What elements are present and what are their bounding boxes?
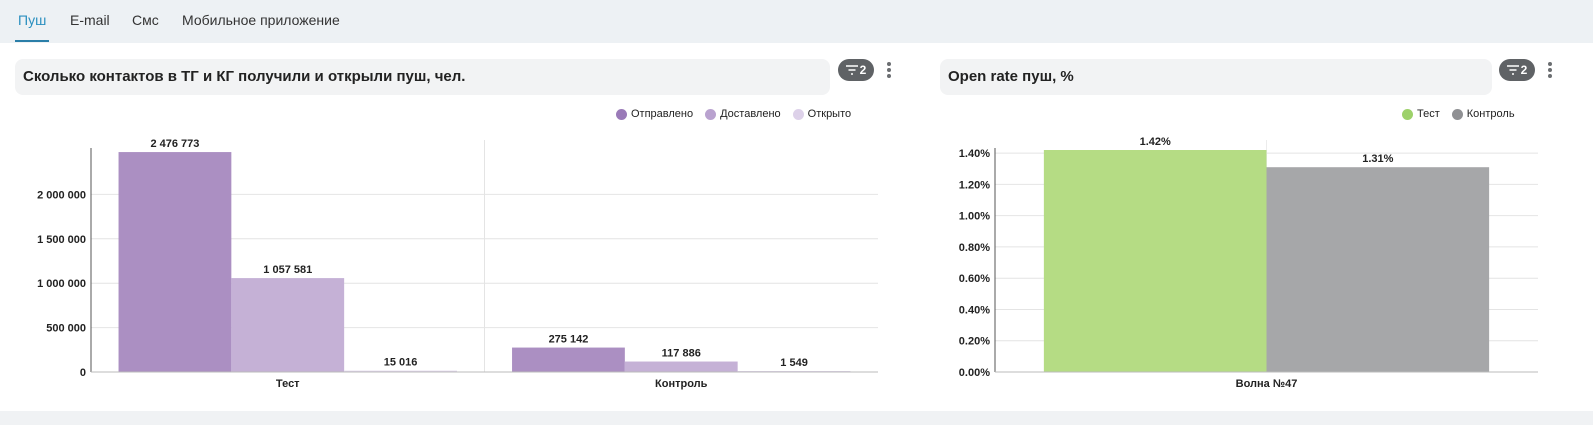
y-tick-label: 0.40% [959, 304, 990, 316]
legend-label: Доставлено [720, 108, 781, 120]
chart-2-legend: Тест Контроль [1402, 108, 1515, 120]
bar [344, 370, 457, 372]
legend-swatch [705, 108, 717, 120]
legend-swatch [792, 108, 804, 120]
y-tick-label: 2 000 000 [37, 189, 86, 201]
x-tick-label: Волна №47 [1236, 378, 1298, 390]
legend-label: Контроль [1466, 108, 1515, 120]
bar [118, 152, 232, 372]
legend-item-delivered[interactable]: Доставлено [705, 108, 781, 120]
bar [1266, 167, 1490, 372]
legend-item-opened[interactable]: Открыто [792, 108, 852, 120]
bar-value-label: 15 016 [384, 357, 418, 369]
chart-1-legend: Отправлено Доставлено Открыто [616, 108, 851, 120]
bar-value-label: 1 057 581 [263, 264, 312, 276]
y-tick-label: 1 000 000 [37, 278, 86, 290]
y-tick-label: 1.00% [959, 211, 990, 223]
filter-icon [845, 65, 858, 75]
tab-bar: Пуш E-mail Смс Мобильное приложение [0, 0, 1593, 43]
tab-mobile-app[interactable]: Мобильное приложение [182, 12, 340, 28]
x-tick-label: Контроль [655, 378, 708, 390]
bar [512, 347, 625, 372]
y-tick-label: 0.60% [959, 273, 990, 285]
bar-value-label: 1 549 [780, 357, 808, 369]
chart-1-filter-count: 2 [859, 63, 867, 77]
legend-swatch [1402, 108, 1413, 120]
y-tick-label: 500 000 [46, 323, 86, 335]
legend-item-test[interactable]: Тест [1402, 108, 1440, 120]
tab-email[interactable]: E-mail [70, 12, 110, 28]
chart-2-filter-button[interactable]: 2 [1499, 59, 1535, 81]
y-tick-label: 1 500 000 [37, 234, 86, 246]
bar-value-label: 2 476 773 [150, 138, 199, 150]
legend-swatch [1451, 108, 1463, 120]
bar [624, 361, 738, 372]
chart-1-filter-button[interactable]: 2 [838, 59, 874, 81]
bar [1043, 150, 1267, 372]
y-tick-label: 0 [80, 367, 86, 379]
y-tick-label: 0.80% [959, 242, 990, 254]
legend-item-control[interactable]: Контроль [1451, 108, 1515, 120]
bar-value-label: 1.31% [1362, 153, 1393, 165]
legend-label: Тест [1417, 108, 1440, 120]
bar-value-label: 117 886 [662, 348, 701, 360]
chart-2-menu-icon[interactable] [1545, 60, 1555, 80]
chart-2-title: Open rate пуш, % [940, 59, 1492, 95]
chart-1-title: Сколько контактов в ТГ и КГ получили и о… [15, 59, 830, 95]
bottom-strip [0, 411, 1593, 425]
tab-push[interactable]: Пуш [18, 12, 47, 28]
y-tick-label: 0.00% [959, 367, 990, 379]
bar-value-label: 275 142 [549, 334, 589, 346]
chart-1-menu-icon[interactable] [884, 60, 894, 80]
y-tick-label: 0.20% [959, 336, 990, 348]
chart-1-plot: 0 500 000 1 000 000 1 500 000 2 000 000 2 476… [37, 138, 878, 390]
x-tick-label: Тест [276, 378, 300, 390]
chart-2-filter-count: 2 [1520, 63, 1528, 77]
chart-2-plot: 0.00% 0.20% 0.40% 0.60% 0.80% 1.00% 1.20% 1.40%… [959, 136, 1538, 390]
legend-swatch [616, 108, 627, 120]
active-tab-indicator [15, 40, 49, 42]
legend-label: Отправлено [631, 108, 694, 120]
filter-icon [1506, 65, 1519, 75]
legend-label: Открыто [807, 108, 852, 120]
bar [231, 278, 345, 372]
y-tick-label: 1.20% [959, 179, 990, 191]
bar-value-label: 1.42% [1140, 136, 1171, 148]
y-tick-label: 1.40% [959, 148, 990, 160]
legend-item-sent[interactable]: Отправлено [616, 108, 693, 120]
tab-sms[interactable]: Смс [132, 12, 159, 28]
